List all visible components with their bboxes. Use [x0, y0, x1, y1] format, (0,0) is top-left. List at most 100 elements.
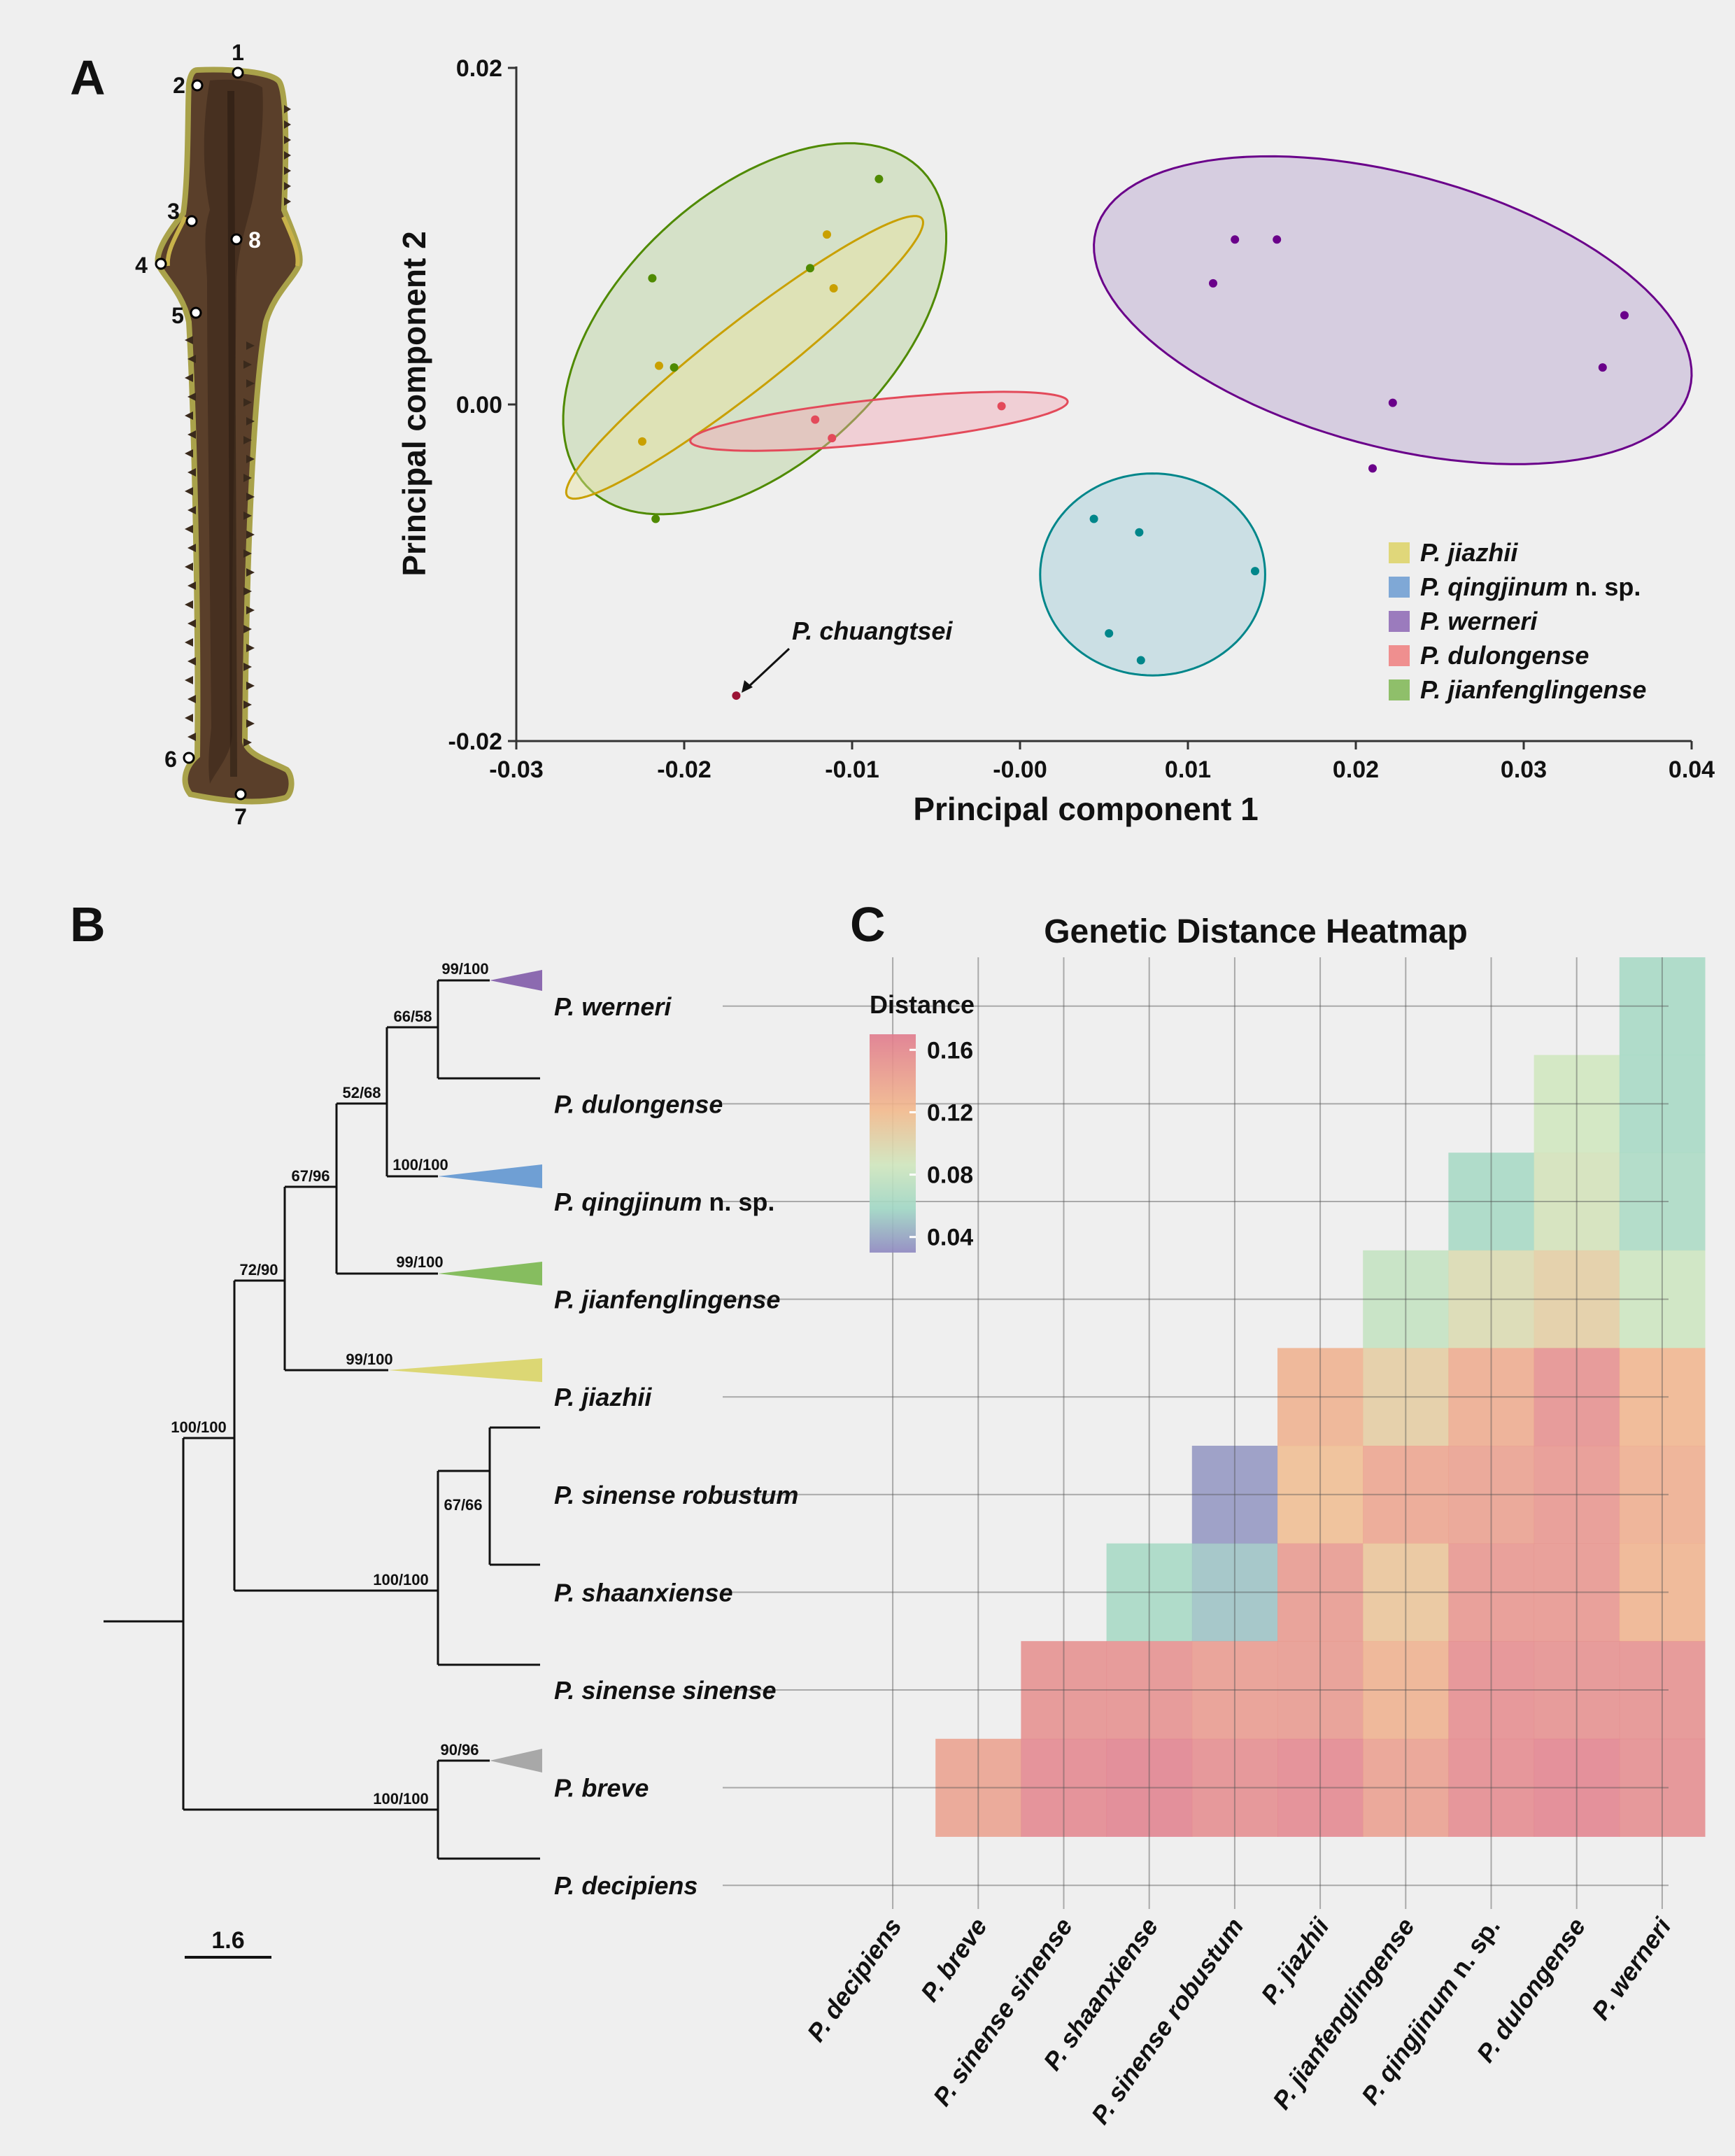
point-p-qingjinum-n-sp: [1105, 629, 1114, 638]
x-tick-label: 0.02: [1333, 756, 1379, 783]
spine: [187, 619, 196, 628]
spine: [243, 625, 252, 633]
spine: [187, 695, 196, 703]
support-value: 100/100: [171, 1418, 227, 1436]
point-p-werneri: [1209, 279, 1217, 288]
spine: [284, 167, 291, 175]
heatmap-cell: [1448, 1348, 1535, 1446]
landmark-1: [232, 66, 244, 79]
heatmap-cell: [1448, 1543, 1535, 1642]
heatmap-cell: [1619, 1348, 1706, 1446]
pca-x-label: Principal component 1: [913, 791, 1258, 827]
point-p-werneri: [1388, 398, 1397, 407]
heatmap-cell: [1534, 1348, 1620, 1446]
legend-swatch: [1389, 645, 1410, 666]
heatmap-cell: [1277, 1641, 1364, 1740]
x-tick-label: 0.03: [1501, 756, 1547, 783]
support-value: 67/66: [444, 1496, 482, 1514]
spine: [185, 525, 193, 533]
point-p-werneri: [1368, 464, 1377, 473]
pca-y-label: Principal component 2: [396, 231, 432, 576]
heatmap-cell: [1619, 1055, 1706, 1153]
spine: [185, 676, 193, 684]
pca-plot: -0.03 -0.02 -0.01 -0.00 0.01 0.02 0.03 0.040.02…: [396, 55, 1715, 827]
spine: [243, 512, 252, 520]
point-p-qingjinum-n-sp: [1136, 656, 1145, 665]
heatmap-cell: [1277, 1738, 1364, 1837]
ellipse-p-dulongense: [689, 390, 1069, 452]
support-value: 72/90: [239, 1261, 278, 1278]
support-value: 52/68: [342, 1084, 381, 1101]
spine: [284, 120, 291, 129]
point-p-chuangtsei: [732, 691, 741, 700]
x-tick-label: -0.01: [825, 756, 879, 783]
landmark-5: [190, 307, 202, 319]
spine: [246, 644, 255, 652]
ellipse-p-qingjinum-n-sp: [1039, 472, 1266, 677]
heatmap-x-label: P. sinense robustum: [1085, 1912, 1249, 2129]
legend-swatch: [1389, 577, 1410, 598]
spine: [284, 136, 291, 144]
heatmap-cell: [1619, 1153, 1706, 1251]
spine: [246, 455, 255, 463]
legend-title: Distance: [870, 990, 975, 1019]
spine: [185, 563, 193, 571]
heatmap-cell: [1277, 1348, 1364, 1446]
legend-tick-label: 0.08: [927, 1162, 973, 1189]
heatmap-cell: [1277, 1446, 1364, 1544]
heatmap-cell: [1191, 1446, 1278, 1544]
landmark-6: [183, 752, 195, 764]
heatmap-cell: [1021, 1641, 1107, 1740]
spine: [187, 657, 196, 665]
y-tick-label: 0.00: [456, 392, 502, 418]
heatmap-cell: [1448, 1738, 1535, 1837]
spine: [246, 568, 255, 577]
heatmap-cell: [1448, 1153, 1535, 1251]
heatmap-grid: [723, 957, 1669, 1909]
spine: [187, 355, 196, 363]
support-value: 99/100: [441, 960, 488, 978]
spine: [187, 544, 196, 552]
pca-ellipses: [562, 142, 1693, 677]
specimen-image: [155, 66, 303, 805]
chuangtsei-arrow-head: [742, 680, 753, 693]
tree: [104, 979, 540, 1959]
heatmap-cell: [1021, 1738, 1107, 1837]
point-p-jiazhii: [638, 437, 646, 446]
pca-legend: P. jiazhii P. qingjinum n. sp. P. werneri P…: [1389, 538, 1646, 704]
spine: [243, 474, 252, 482]
support-value: 99/100: [396, 1253, 443, 1271]
panel-c-letter: C: [850, 897, 886, 952]
point-p-jianfenglingense: [806, 264, 814, 273]
spine: [284, 197, 291, 206]
ellipse-p-jianfenglingense: [562, 142, 947, 516]
heatmap-cell: [1363, 1348, 1449, 1446]
landmark-label-7: 7: [234, 804, 247, 829]
landmark-3: [185, 215, 198, 227]
tree-tip-label: P. sinense robustum: [554, 1481, 798, 1509]
pca-ticks: -0.03 -0.02 -0.01 -0.00 0.01 0.02 0.03 0.040.02…: [448, 55, 1715, 783]
spine: [243, 360, 252, 369]
landmark-label-2: 2: [173, 73, 185, 98]
support-value: 100/100: [373, 1790, 429, 1808]
chuangtsei-annotation: P. chuangtsei: [792, 616, 953, 645]
heatmap-cell: [1363, 1446, 1449, 1544]
support-value: 100/100: [392, 1156, 448, 1174]
spine: [187, 506, 196, 514]
landmark-4: [155, 258, 167, 270]
tree-tip-labels: P. werneri P. dulongense P. qingjinum n. s…: [554, 992, 798, 1900]
heatmap-cell: [1363, 1543, 1449, 1642]
heatmap-cell: [1619, 957, 1706, 1056]
landmark-8: [230, 233, 243, 246]
spine: [243, 738, 252, 747]
spine: [246, 417, 255, 425]
clade-triangle-jianfenglingense: [438, 1262, 542, 1285]
point-p-werneri: [1620, 311, 1629, 320]
point-p-jianfenglingense: [670, 363, 679, 372]
legend-label: P. dulongense: [1420, 641, 1589, 670]
heatmap-cell: [1191, 1543, 1278, 1642]
point-p-dulongense: [997, 402, 1006, 411]
landmark-label-1: 1: [232, 40, 244, 65]
heatmap-cell: [1619, 1641, 1706, 1740]
